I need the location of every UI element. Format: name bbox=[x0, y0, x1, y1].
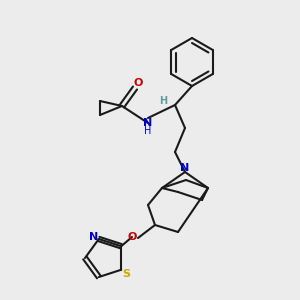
Text: O: O bbox=[127, 232, 137, 242]
Text: H: H bbox=[144, 126, 152, 136]
Text: N: N bbox=[89, 232, 98, 242]
Text: N: N bbox=[143, 118, 153, 128]
Text: H: H bbox=[159, 96, 167, 106]
Text: O: O bbox=[133, 78, 143, 88]
Text: N: N bbox=[180, 163, 190, 173]
Text: S: S bbox=[122, 269, 130, 279]
